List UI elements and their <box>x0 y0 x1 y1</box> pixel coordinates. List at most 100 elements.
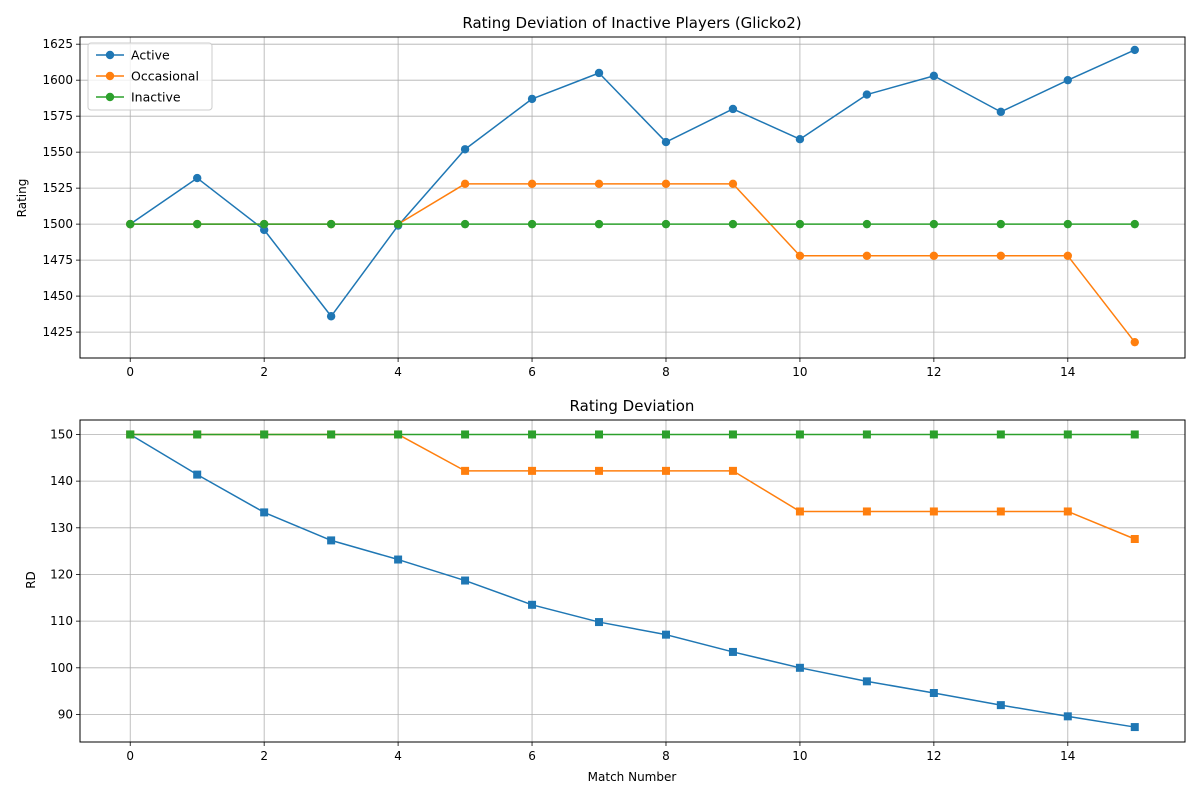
rating-point-occasional <box>527 179 537 189</box>
rating-series-line-active <box>129 49 1136 318</box>
rating-y-tick-label: 1550 <box>42 145 73 159</box>
rating-point-active <box>192 173 202 183</box>
legend-marker-active <box>105 50 115 60</box>
rating-y-tick-label: 1525 <box>42 181 73 195</box>
rating-point-active <box>661 137 671 147</box>
rd-point-inactive <box>795 430 804 439</box>
rd-series-line-active <box>129 433 1135 728</box>
rd-point-active <box>461 576 470 585</box>
rd-y-tick-label: 90 <box>58 707 73 721</box>
rd-point-inactive <box>528 430 537 439</box>
rd-point-active <box>795 663 804 672</box>
rd-point-active <box>528 600 537 609</box>
rd-point-active <box>1063 712 1072 721</box>
rd-point-inactive <box>193 430 202 439</box>
rating-point-active <box>929 71 939 81</box>
rating-point-inactive <box>527 219 537 229</box>
rating-y-tick-label: 1600 <box>42 73 73 87</box>
rd-y-tick-label: 100 <box>50 661 73 675</box>
rating-point-occasional <box>1063 251 1073 260</box>
rd-point-active <box>929 689 938 697</box>
rd-subplot-frame <box>79 419 1186 743</box>
rd-point-inactive <box>327 430 336 439</box>
rating-point-occasional <box>460 179 470 189</box>
rating-point-inactive <box>728 219 738 229</box>
rd-subplot-ylabel: RD <box>24 571 38 589</box>
rating-point-inactive <box>862 219 872 229</box>
rd-subplot: Rating Deviation RD Match Number 0 2 4 6 8 10… <box>24 397 1186 784</box>
rd-point-inactive <box>260 430 269 439</box>
rating-x-tick-label: 2 <box>260 365 268 379</box>
rd-point-inactive <box>461 430 470 439</box>
rd-subplot-xlabel: Match Number <box>588 770 677 784</box>
rating-point-occasional <box>594 179 604 189</box>
rating-y-tick-label: 1625 <box>42 37 73 51</box>
rating-point-occasional <box>996 251 1006 260</box>
rd-x-tick-label: 14 <box>1060 749 1075 763</box>
rd-point-active <box>327 536 336 545</box>
rating-subplot-frame <box>79 36 1186 359</box>
rd-point-occasional <box>595 466 604 475</box>
rd-point-occasional <box>528 466 537 475</box>
rating-y-tick-label: 1450 <box>42 289 73 303</box>
rd-x-tick-label: 6 <box>528 749 536 763</box>
rating-x-tick-label: 8 <box>662 365 670 379</box>
rating-point-inactive <box>126 219 135 229</box>
rating-point-inactive <box>661 219 671 229</box>
rating-point-active <box>1130 45 1139 55</box>
rating-point-active <box>862 90 872 99</box>
rating-point-occasional <box>728 179 738 189</box>
rating-y-tick-label: 1575 <box>42 109 73 123</box>
rd-x-tick-label: 0 <box>126 749 134 763</box>
rating-subplot: Rating Deviation of Inactive Players (Gl… <box>15 14 1186 379</box>
rating-point-active <box>460 145 470 154</box>
rating-point-inactive <box>795 219 805 229</box>
rating-point-inactive <box>393 219 403 229</box>
rating-point-inactive <box>259 219 269 229</box>
rd-point-inactive <box>394 430 403 439</box>
legend-label-inactive: Inactive <box>131 90 181 105</box>
rating-point-inactive <box>192 219 202 229</box>
rating-subplot-series <box>126 45 1139 347</box>
rating-point-active <box>326 312 336 321</box>
rd-y-tick-label: 110 <box>50 614 73 628</box>
rd-point-inactive <box>862 430 871 439</box>
rd-point-inactive <box>1063 430 1072 439</box>
rd-subplot-title: Rating Deviation <box>570 397 695 415</box>
rd-x-tick-label: 2 <box>260 749 268 763</box>
rating-x-tick-label: 0 <box>126 365 134 379</box>
rating-point-occasional <box>661 179 671 189</box>
legend-label-active: Active <box>131 48 170 63</box>
rating-x-tick-label: 12 <box>926 365 941 379</box>
rd-subplot-series <box>126 430 1139 732</box>
legend: Active Occasional Inactive <box>87 42 213 111</box>
rd-point-inactive <box>126 430 135 439</box>
rd-point-active <box>260 508 269 517</box>
rd-y-tick-label: 140 <box>50 474 73 488</box>
rd-point-active <box>728 647 737 656</box>
rd-point-occasional <box>1063 507 1072 516</box>
rd-x-tick-label: 8 <box>662 749 670 763</box>
rating-point-inactive <box>1130 219 1139 229</box>
rd-point-inactive <box>728 430 737 439</box>
rd-point-inactive <box>1130 430 1139 439</box>
rating-x-tick-label: 10 <box>792 365 807 379</box>
rd-point-active <box>1130 723 1139 732</box>
rd-point-occasional <box>461 466 470 475</box>
rating-point-active <box>1063 75 1073 85</box>
rating-point-active <box>594 68 604 78</box>
rd-point-active <box>862 677 871 686</box>
rd-point-inactive <box>996 430 1005 439</box>
rd-x-tick-label: 12 <box>926 749 941 763</box>
rd-point-active <box>595 618 604 627</box>
rd-point-occasional <box>795 507 804 516</box>
rd-point-active <box>193 470 202 479</box>
rating-point-active <box>259 225 269 235</box>
rating-point-inactive <box>460 219 470 229</box>
rd-point-occasional <box>929 507 938 516</box>
rd-point-active <box>996 701 1005 710</box>
rd-x-tick-label: 10 <box>792 749 807 763</box>
rating-x-tick-label: 6 <box>528 365 536 379</box>
